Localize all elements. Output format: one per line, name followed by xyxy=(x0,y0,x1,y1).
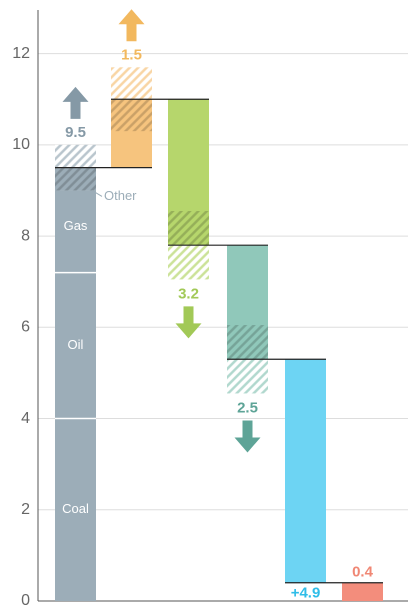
value-label: 1.5 xyxy=(121,46,142,63)
y-tick-label: 8 xyxy=(21,227,30,244)
value-label: 0.4 xyxy=(352,564,374,581)
segment xyxy=(55,167,96,191)
y-tick-label: 6 xyxy=(21,319,30,336)
leader-line xyxy=(91,190,103,197)
y-tick-label: 2 xyxy=(21,501,30,518)
uncertainty-hatch xyxy=(111,99,152,132)
arrow xyxy=(62,86,89,119)
uncertainty-hatch xyxy=(227,325,268,360)
y-tick-label: 0 xyxy=(21,592,30,609)
bar xyxy=(342,582,383,601)
uncertainty-hatch xyxy=(168,210,209,246)
value-label: 9.5 xyxy=(65,124,86,141)
uncertainty-hatch xyxy=(227,359,268,394)
segment xyxy=(55,190,96,273)
segment-label: Gas xyxy=(64,218,88,233)
y-tick-label: 10 xyxy=(12,136,30,153)
segment xyxy=(55,418,96,601)
value-label: +4.9 xyxy=(291,585,321,602)
arrow xyxy=(175,306,202,339)
segment xyxy=(55,272,96,419)
segment-label: Oil xyxy=(68,337,84,352)
uncertainty-hatch xyxy=(55,144,96,168)
arrow xyxy=(118,9,145,42)
y-tick-label: 12 xyxy=(12,45,30,62)
bar xyxy=(285,359,326,583)
uncertainty-hatch xyxy=(168,245,209,280)
y-tick-label: 4 xyxy=(21,410,30,427)
value-label: 3.2 xyxy=(178,285,199,302)
value-label: 2.5 xyxy=(237,399,258,416)
arrow xyxy=(234,420,261,453)
segment-label: Other xyxy=(104,188,137,203)
segment-label: Coal xyxy=(62,501,89,516)
uncertainty-hatch xyxy=(111,67,152,100)
